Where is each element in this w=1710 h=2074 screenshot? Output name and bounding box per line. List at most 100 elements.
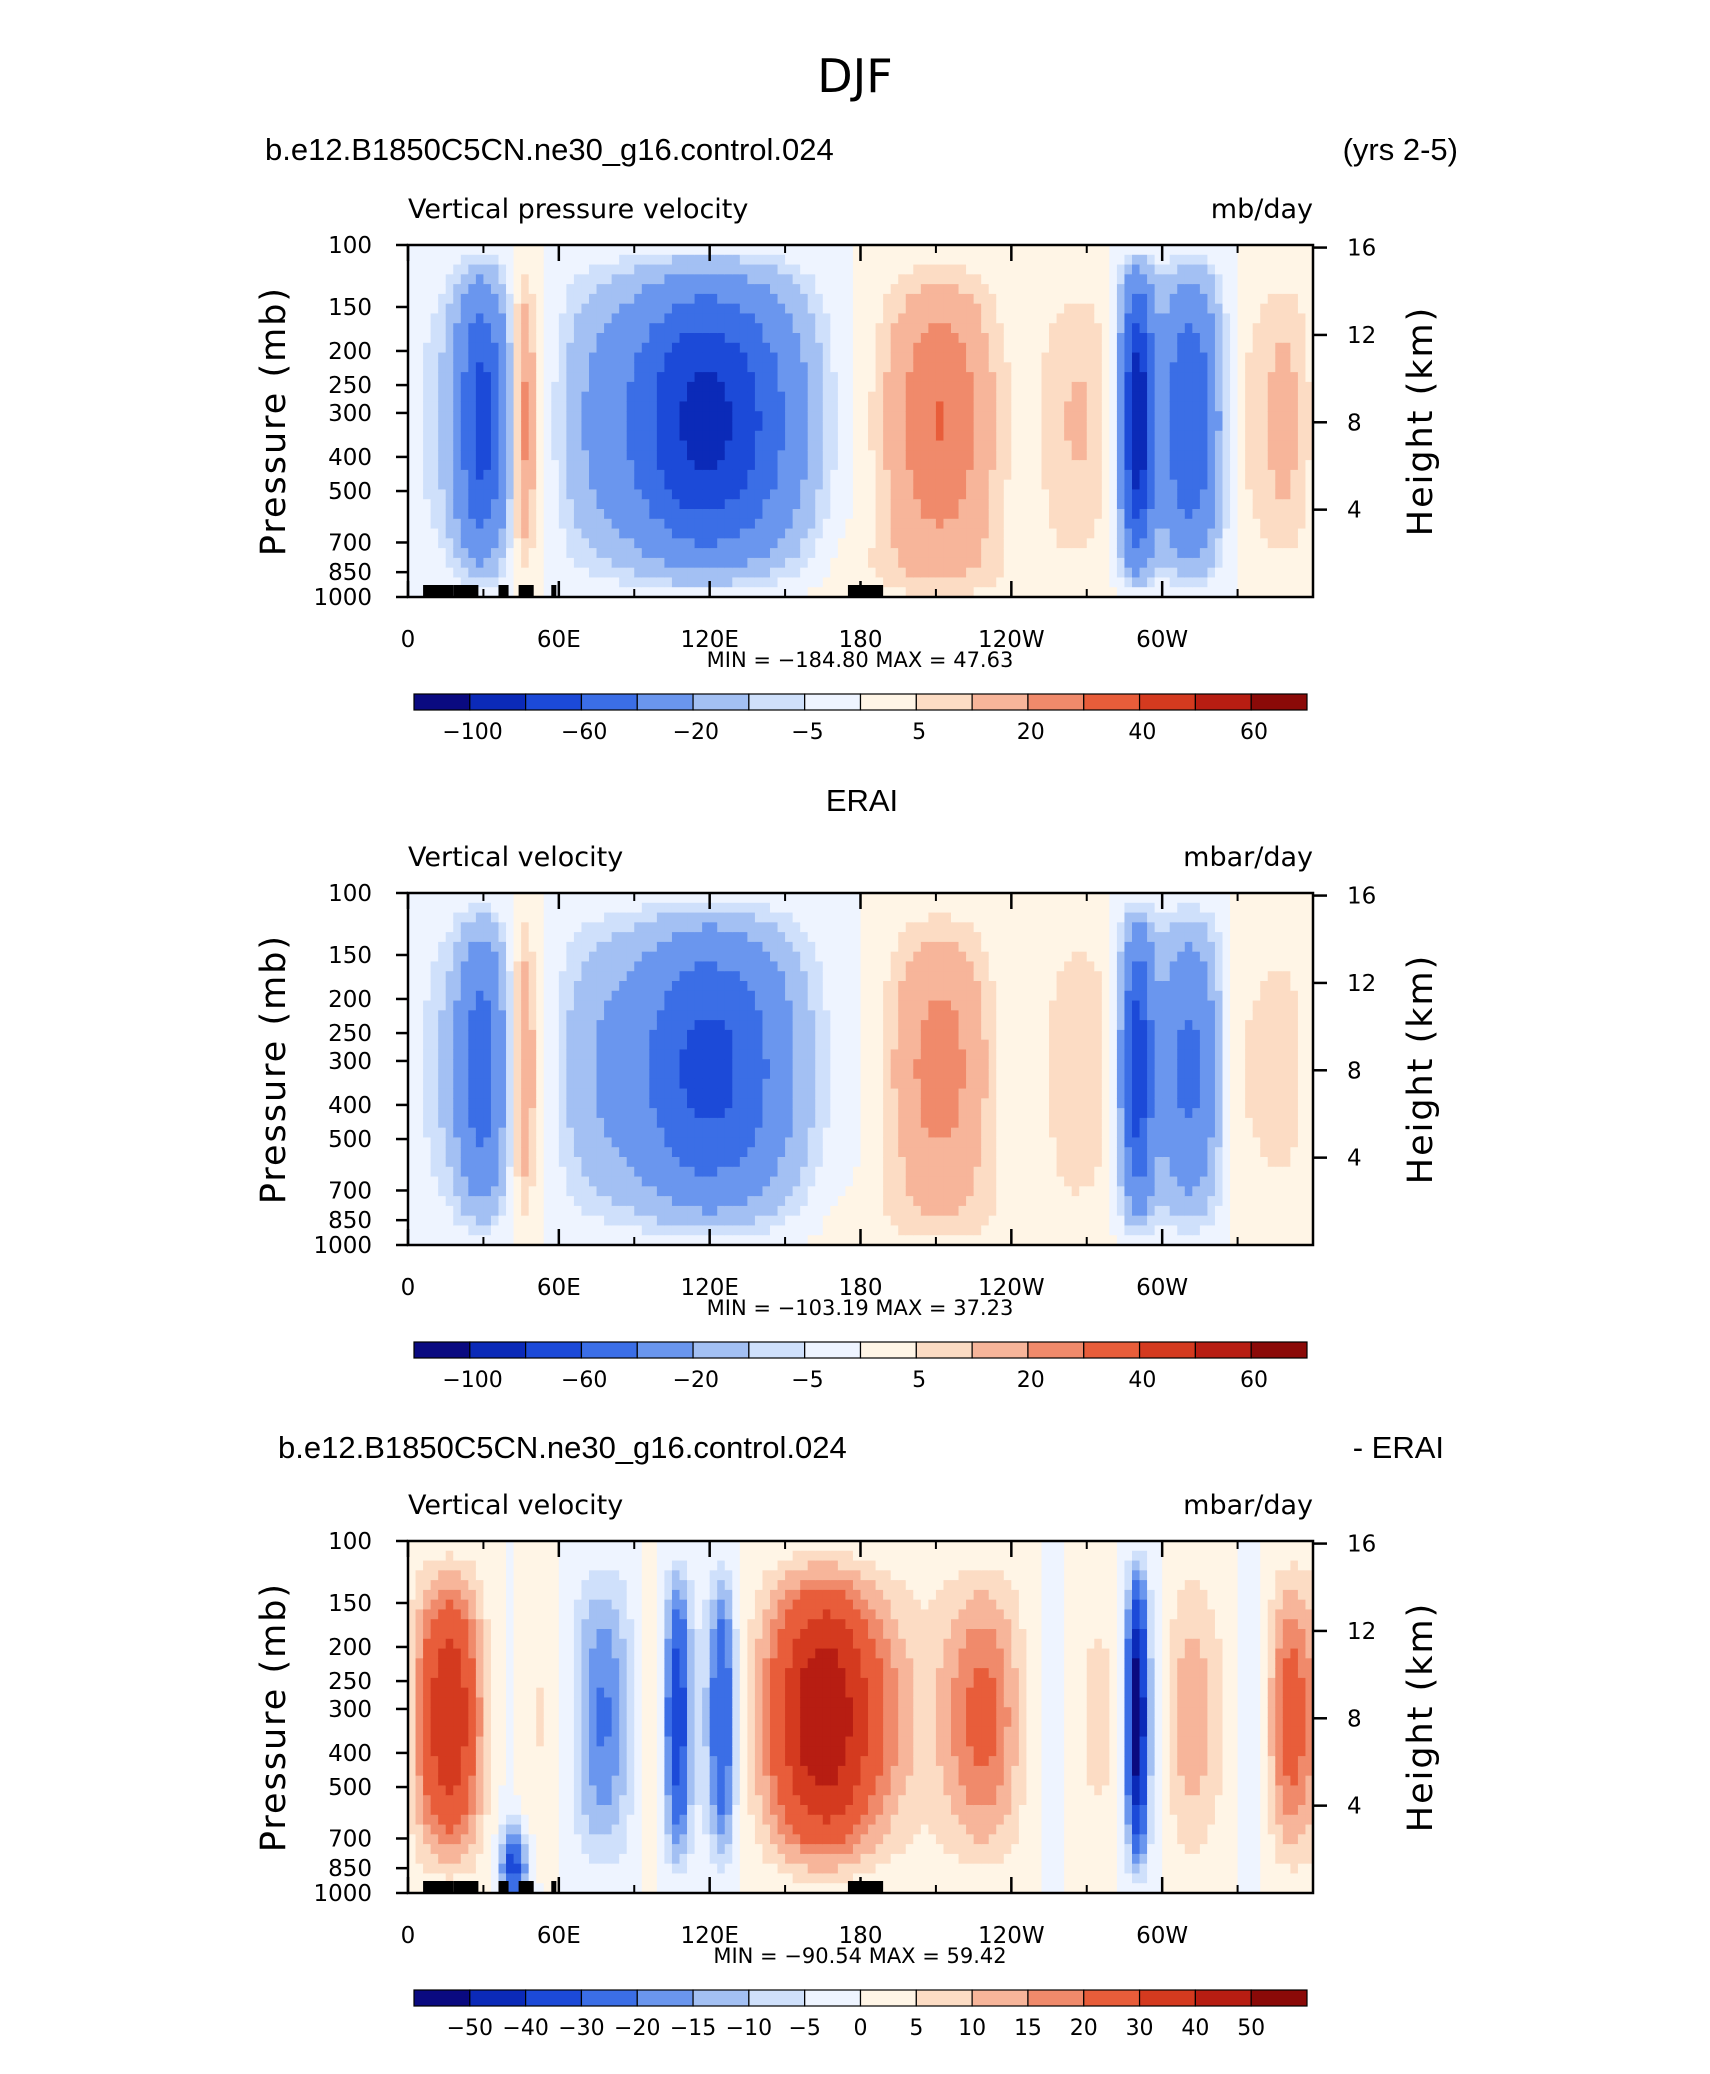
field-cell xyxy=(1101,284,1110,295)
field-cell xyxy=(981,342,990,354)
field-cell xyxy=(951,460,960,471)
field-cell xyxy=(1237,538,1246,549)
field-cell xyxy=(438,990,447,1002)
field-cell xyxy=(1079,323,1088,334)
field-cell xyxy=(822,567,831,579)
field-cell xyxy=(1282,245,1291,256)
field-cell xyxy=(913,489,922,500)
field-cell xyxy=(423,450,432,461)
field-cell xyxy=(815,303,824,315)
field-cell xyxy=(490,1225,500,1236)
field-cell xyxy=(762,245,771,256)
field-cell xyxy=(1184,489,1193,500)
field-cell xyxy=(875,538,884,549)
field-cell xyxy=(468,1049,477,1060)
field-cell xyxy=(966,274,975,285)
field-cell xyxy=(506,932,515,943)
field-cell xyxy=(913,518,922,530)
field-cell xyxy=(1064,499,1073,510)
field-cell xyxy=(483,1029,492,1041)
field-cell xyxy=(619,274,628,285)
field-cell xyxy=(709,450,718,461)
field-cell xyxy=(423,1010,432,1021)
field-cell xyxy=(543,333,552,344)
field-cell xyxy=(423,391,432,403)
field-cell xyxy=(438,489,447,500)
field-cell xyxy=(739,254,748,266)
field-cell xyxy=(1162,264,1171,275)
field-cell xyxy=(1162,567,1171,579)
field-cell xyxy=(521,1059,530,1070)
field-cell xyxy=(513,941,522,953)
field-cell xyxy=(566,460,575,471)
field-cell xyxy=(498,440,507,451)
field-cell xyxy=(649,303,658,315)
field-cell xyxy=(966,303,975,315)
field-cell xyxy=(1064,274,1073,285)
field-cell xyxy=(415,362,424,373)
field-cell xyxy=(1207,430,1216,442)
field-cell xyxy=(996,245,1005,256)
field-cell xyxy=(1132,401,1141,412)
field-cell xyxy=(498,981,507,992)
field-cell xyxy=(408,1088,417,1099)
field-cell xyxy=(1139,342,1148,354)
field-cell xyxy=(837,401,847,412)
field-cell xyxy=(468,313,477,324)
field-cell xyxy=(1162,401,1171,412)
field-cell xyxy=(671,538,681,549)
field-cell xyxy=(1056,333,1065,344)
field-cell xyxy=(468,489,477,500)
field-cell xyxy=(498,1166,507,1178)
field-cell xyxy=(845,362,854,373)
field-cell xyxy=(679,245,688,256)
field-cell xyxy=(506,1020,515,1031)
field-cell xyxy=(981,323,990,334)
field-cell xyxy=(807,577,816,588)
field-cell xyxy=(1071,430,1080,442)
field-cell xyxy=(521,421,530,432)
field-cell xyxy=(483,1078,492,1090)
field-cell xyxy=(438,1205,447,1217)
field-cell xyxy=(1290,518,1299,530)
field-cell xyxy=(800,264,809,275)
field-cell xyxy=(785,245,794,256)
field-cell xyxy=(475,333,485,344)
field-cell xyxy=(490,1039,500,1051)
field-cell xyxy=(453,1020,462,1031)
field-cell xyxy=(739,440,748,451)
field-cell xyxy=(1177,557,1186,569)
field-cell xyxy=(1184,548,1193,559)
field-cell xyxy=(453,518,462,530)
field-cell xyxy=(875,469,884,481)
field-cell xyxy=(1011,440,1020,451)
field-cell xyxy=(521,990,530,1002)
field-cell xyxy=(611,557,620,569)
field-cell xyxy=(966,264,975,275)
field-cell xyxy=(415,333,424,344)
field-cell xyxy=(747,528,756,539)
field-cell xyxy=(573,362,583,373)
field-cell xyxy=(709,499,718,510)
field-cell xyxy=(687,460,696,471)
field-cell xyxy=(988,245,997,256)
field-cell xyxy=(966,333,975,344)
field-cell xyxy=(1041,323,1050,334)
field-cell xyxy=(626,245,635,256)
field-cell xyxy=(785,372,794,383)
field-cell xyxy=(521,1215,530,1227)
field-cell xyxy=(536,264,545,275)
field-cell xyxy=(1011,264,1020,275)
field-cell xyxy=(581,469,590,481)
field-cell xyxy=(988,567,997,579)
field-cell xyxy=(1018,538,1028,549)
field-cell xyxy=(1267,499,1276,510)
field-cell xyxy=(483,577,492,588)
field-cell xyxy=(513,284,522,295)
field-cell xyxy=(1056,528,1065,539)
field-cell xyxy=(694,421,703,432)
field-cell xyxy=(596,460,605,471)
field-cell xyxy=(634,313,643,324)
field-cell xyxy=(1049,479,1058,491)
field-cell xyxy=(626,509,635,520)
